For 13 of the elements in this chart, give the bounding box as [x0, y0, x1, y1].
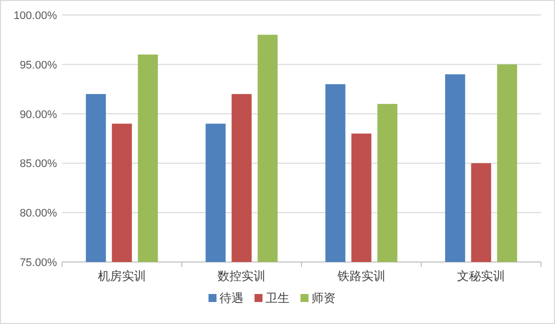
x-tick-label: 铁路实训: [336, 269, 386, 283]
x-tick-label: 文秘实训: [457, 269, 506, 283]
x-tick-label: 机房实训: [98, 269, 146, 283]
legend-label: 卫生: [266, 291, 290, 305]
y-tick-label: 80.00%: [20, 208, 58, 220]
legend-label: 师资: [312, 291, 336, 305]
legend-label: 待遇: [220, 291, 244, 305]
y-tick-label: 75.00%: [20, 257, 58, 269]
y-tick-label: 95.00%: [20, 59, 58, 72]
y-tick-label: 100.00%: [14, 10, 58, 22]
y-tick-label: 90.00%: [20, 108, 58, 121]
x-tick-label: 数控实训: [218, 269, 266, 283]
y-tick-label: 85.00%: [20, 158, 58, 170]
